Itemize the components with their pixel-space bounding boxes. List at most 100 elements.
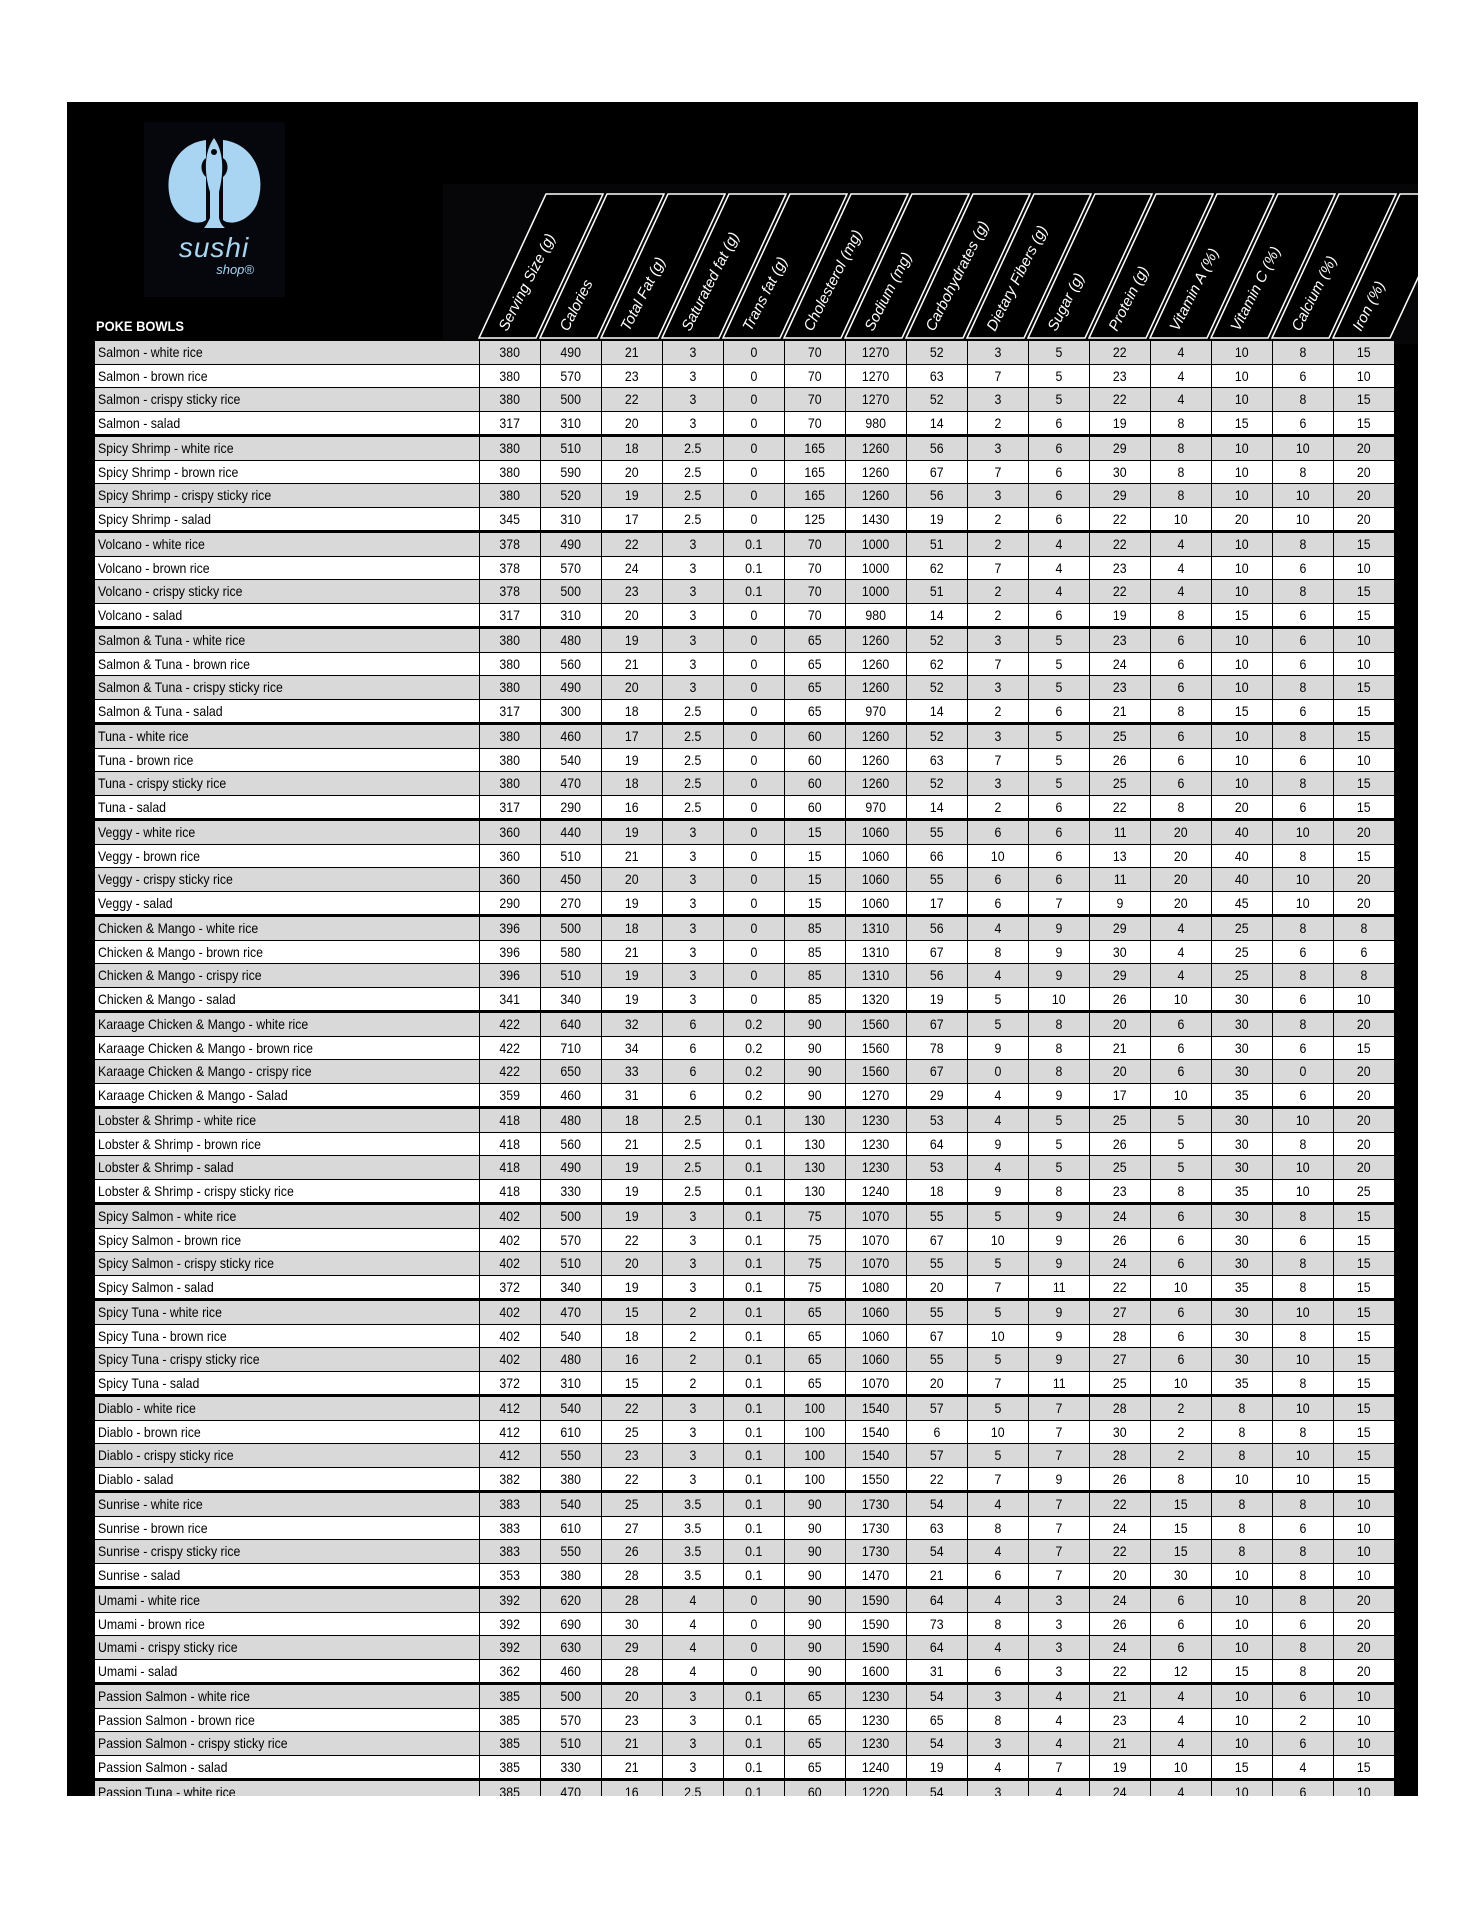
value-cell: 4 (1150, 340, 1212, 365)
value: 20 (1174, 847, 1188, 864)
value: 17 (1113, 1086, 1127, 1103)
value: 510 (560, 1735, 582, 1752)
value: 15 (1357, 702, 1371, 719)
item-name: Spicy Shrimp - crispy sticky rice (98, 487, 272, 504)
value: 470 (560, 1784, 582, 1796)
value-cell: 4 (1150, 1707, 1212, 1732)
value: 20 (1357, 871, 1371, 888)
value: 7 (994, 1374, 1002, 1391)
value: 25 (625, 1423, 639, 1440)
value: 5 (994, 1255, 1002, 1272)
value-cell: 1060 (845, 1347, 907, 1372)
value-cell: 8 (1272, 723, 1334, 749)
value-cell: 6 (662, 1082, 724, 1109)
value-cell: 0 (723, 986, 785, 1013)
value-cell: 30 (1211, 1227, 1273, 1252)
value-cell: 3 (662, 843, 724, 868)
value-cell: 1230 (845, 1155, 907, 1180)
value-cell: 7 (967, 651, 1029, 676)
value: 24 (1113, 655, 1127, 672)
value-cell: 6 (1150, 675, 1212, 700)
value-cell: 3 (662, 579, 724, 604)
value-cell: 510 (540, 435, 602, 461)
value-cell: 22 (1089, 387, 1151, 412)
value-cell: 22 (601, 1395, 663, 1421)
item-name-cell: Salmon & Tuna - crispy sticky rice (94, 675, 480, 700)
table-row: Chicken & Mango - crispy rice 396 510 19 3 0 8… (94, 963, 1395, 988)
value-cell: 8 (1150, 410, 1212, 437)
value: 1260 (862, 751, 890, 768)
value: 490 (560, 536, 582, 553)
value-cell: 2 (1150, 1443, 1212, 1468)
value: 3 (689, 847, 697, 864)
value: 90 (808, 1063, 822, 1080)
value-cell: 590 (540, 459, 602, 484)
value-cell: 4 (967, 1587, 1029, 1613)
value-cell: 8 (1211, 1515, 1273, 1540)
value-cell: 500 (540, 1203, 602, 1229)
value: 1260 (862, 775, 890, 792)
table-row: Chicken & Mango - salad 341 340 19 3 0 85 1320 1… (94, 986, 1395, 1013)
value-cell: 1310 (845, 939, 907, 964)
value: 330 (560, 1758, 582, 1775)
column-header-cell (843, 193, 971, 339)
value: 10 (1296, 440, 1310, 457)
value-cell: 125 (784, 506, 846, 533)
value: 19 (625, 487, 639, 504)
item-name-cell: Spicy Shrimp - brown rice (94, 459, 480, 484)
value-cell: 26 (1089, 1611, 1151, 1636)
value: 0 (750, 632, 758, 649)
value: 1070 (862, 1374, 890, 1391)
item-name-cell: Tuna - white rice (94, 723, 480, 749)
value: 34 (625, 1039, 639, 1056)
value-cell: 4 (967, 1754, 1029, 1781)
value: 402 (499, 1231, 521, 1248)
value: 100 (804, 1447, 826, 1464)
value-cell: 1320 (845, 986, 907, 1013)
value: 317 (499, 414, 521, 431)
value: 540 (560, 1496, 582, 1513)
value-cell: 9 (1028, 1347, 1090, 1372)
value-cell: 0.1 (723, 1155, 785, 1180)
value-cell: 55 (906, 867, 968, 892)
value: 710 (560, 1039, 582, 1056)
value-cell: 20 (1333, 1082, 1395, 1109)
item-name-cell: Spicy Shrimp - crispy sticky rice (94, 483, 480, 508)
value-cell: 57 (906, 1443, 968, 1468)
value: 1060 (862, 1304, 890, 1321)
item-name: Diablo - brown rice (98, 1423, 201, 1440)
value: 378 (499, 583, 521, 600)
value-cell: 6 (1272, 1082, 1334, 1109)
value: 28 (625, 1566, 639, 1583)
value-cell: 16 (601, 794, 663, 821)
value: 20 (1357, 1086, 1371, 1103)
value-cell: 6 (1150, 1611, 1212, 1636)
value: 67 (930, 1231, 944, 1248)
value-cell: 4 (662, 1587, 724, 1613)
value-cell: 6 (1272, 1611, 1334, 1636)
value-cell: 385 (479, 1707, 541, 1732)
value-cell: 8 (1272, 1251, 1334, 1276)
value-cell: 8 (1028, 1011, 1090, 1037)
value-cell: 19 (1089, 602, 1151, 629)
value: 78 (930, 1039, 944, 1056)
value-cell: 5 (1028, 1131, 1090, 1156)
value: 28 (625, 1592, 639, 1609)
value-cell: 418 (479, 1107, 541, 1133)
value: 22 (625, 1470, 639, 1487)
table-row: Salmon & Tuna - salad 317 300 18 2.5 0 65 970 14… (94, 698, 1395, 725)
value: 165 (804, 487, 826, 504)
value-cell: 15 (1150, 1539, 1212, 1564)
value: 2.5 (684, 751, 702, 768)
value-cell: 10 (967, 1419, 1029, 1444)
value: 2 (1177, 1447, 1185, 1464)
value-cell: 2.5 (662, 723, 724, 749)
value: 20 (625, 1688, 639, 1705)
value-cell: 4 (1028, 1779, 1090, 1796)
item-name-cell: Salmon & Tuna - brown rice (94, 651, 480, 676)
value-cell: 570 (540, 555, 602, 580)
value: 90 (808, 1662, 822, 1679)
value-cell: 8 (1150, 435, 1212, 461)
value-cell: 10 (1211, 340, 1273, 365)
value-cell: 10 (1211, 1466, 1273, 1493)
